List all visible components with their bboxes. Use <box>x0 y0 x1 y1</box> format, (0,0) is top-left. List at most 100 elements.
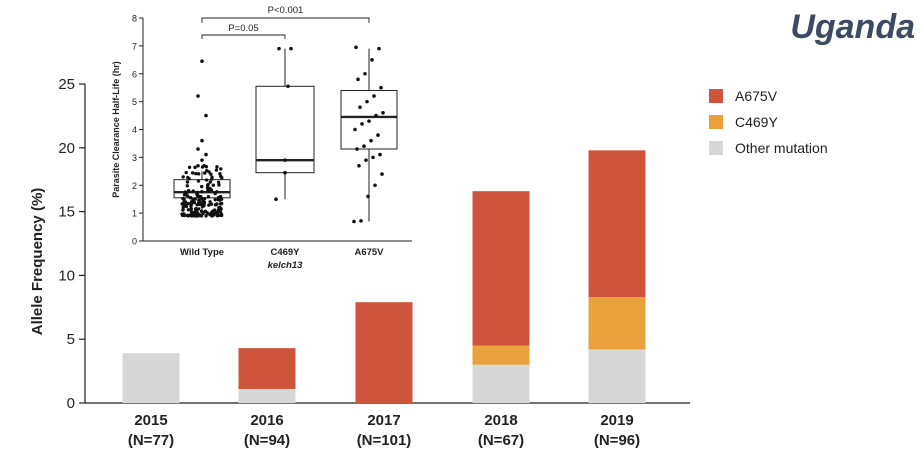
legend-label-c469y: C469Y <box>735 114 778 130</box>
wild-type-point <box>213 197 217 202</box>
wild-type-point <box>211 183 215 187</box>
point-a675v <box>352 219 356 224</box>
point-a675v <box>364 158 368 162</box>
point-c469y <box>283 158 287 162</box>
wild-type-point <box>196 163 200 168</box>
y-tick-label: 10 <box>58 267 75 284</box>
wild-type-point <box>191 189 195 193</box>
point-c469y <box>283 170 287 175</box>
wild-type-point <box>190 213 194 218</box>
wild-type-point <box>219 213 224 218</box>
point-c469y <box>274 197 278 201</box>
wild-type-point <box>213 191 217 196</box>
inset-y-tick-label: 2 <box>132 181 137 191</box>
wild-type-point <box>185 184 189 188</box>
wild-type-point <box>201 210 205 215</box>
wild-type-point <box>216 213 220 217</box>
wild-type-point <box>200 202 205 206</box>
inset-x-tick-label: A675V <box>354 247 384 258</box>
wild-type-point <box>218 198 222 202</box>
wild-type-point <box>187 177 191 181</box>
p-value-label: P=0.05 <box>228 23 258 34</box>
wild-type-point <box>204 178 209 182</box>
wild-type-point <box>208 200 212 204</box>
x-tick-sublabel: (N=67) <box>478 432 524 449</box>
wild-type-point <box>182 197 186 202</box>
p-value-label: P<0.001 <box>268 5 304 16</box>
inset-x-tick-label: Wild Type <box>180 247 224 258</box>
wild-type-point <box>219 201 224 206</box>
point-a675v <box>358 105 362 109</box>
bar-2018-other-mutation <box>472 364 530 403</box>
point-a675v <box>379 85 383 90</box>
wild-type-point <box>182 193 187 197</box>
wild-type-point <box>200 138 204 143</box>
point-a675v <box>378 152 382 157</box>
wild-type-point <box>195 203 199 207</box>
wild-type-point <box>196 213 201 217</box>
wild-type-point <box>196 147 200 151</box>
point-c469y <box>277 46 281 51</box>
legend-swatch-other <box>709 141 723 155</box>
wild-type-point <box>210 175 214 179</box>
inset-y-tick-label: 7 <box>132 41 137 51</box>
bar-2016-a675v <box>238 348 296 389</box>
legend-item-c469y: C469Y <box>709 109 828 135</box>
inset-y-tick-label: 3 <box>132 153 137 163</box>
point-a675v <box>373 183 377 188</box>
point-a675v <box>366 194 370 199</box>
wild-type-point <box>208 213 213 217</box>
wild-type-point <box>199 194 203 199</box>
figure-title: Uganda <box>790 8 915 46</box>
bar-2018-c469y <box>472 345 530 365</box>
point-a675v <box>363 71 367 76</box>
wild-type-point <box>183 203 188 207</box>
point-c469y <box>289 46 293 51</box>
wild-type-point <box>218 208 222 213</box>
bar-2015-other-mutation <box>122 353 180 403</box>
point-a675v <box>357 163 361 168</box>
point-a675v <box>359 219 363 223</box>
wild-type-point <box>186 201 190 206</box>
inset-y-tick-label: 4 <box>132 125 137 135</box>
legend-swatch-c469y <box>709 115 723 129</box>
bracket-p005 <box>201 34 286 39</box>
y-tick-label: 25 <box>58 76 75 93</box>
point-a675v <box>376 133 380 137</box>
wild-type-point <box>205 168 209 173</box>
bar-2019-c469y <box>588 297 646 350</box>
legend-label-other: Other mutation <box>735 140 828 156</box>
wild-type-point <box>180 212 184 216</box>
wild-type-point <box>196 172 201 176</box>
wild-type-point <box>186 213 190 218</box>
wild-type-point <box>208 180 213 184</box>
inset-y-tick-label: 6 <box>132 69 137 79</box>
point-a675v <box>380 172 384 176</box>
wild-type-point <box>200 158 204 162</box>
x-tick-label: 2018 <box>484 412 517 429</box>
wild-type-point <box>191 197 195 202</box>
wild-type-point <box>184 170 188 175</box>
point-a675v <box>369 138 373 143</box>
x-tick-sublabel: (N=94) <box>244 432 290 449</box>
wild-type-point <box>181 175 185 179</box>
wild-type-point <box>204 152 208 157</box>
wild-type-point <box>185 180 190 184</box>
y-tick-label: 15 <box>58 204 75 221</box>
point-a675v <box>371 155 375 160</box>
bracket-p0001 <box>201 17 370 23</box>
point-a675v <box>360 122 364 126</box>
x-tick-label: 2017 <box>367 412 400 429</box>
inset-background <box>100 0 420 275</box>
inset-x-tick-label: C469Y <box>270 247 300 258</box>
wild-type-point <box>192 200 197 205</box>
wild-type-point <box>216 180 221 184</box>
point-a675v <box>353 127 357 132</box>
wild-type-point <box>208 188 212 193</box>
wild-type-point <box>200 190 204 194</box>
point-a675v <box>356 77 360 82</box>
wild-type-point <box>204 113 208 118</box>
wild-type-point <box>206 194 211 199</box>
inset-y-tick-label: 5 <box>132 97 137 107</box>
